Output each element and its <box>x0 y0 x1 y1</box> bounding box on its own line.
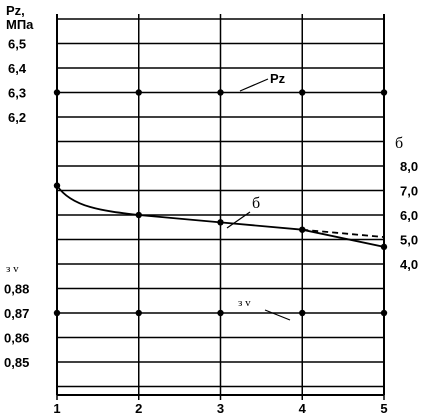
b-axis-title: б <box>395 135 403 152</box>
x-tick-label: 5 <box>380 401 387 416</box>
b-series-label: б <box>252 195 260 212</box>
b-data-point <box>53 182 61 189</box>
eta-data-point <box>135 309 142 317</box>
eta-tick-label: 0,85 <box>4 355 29 370</box>
x-tick-label: 1 <box>53 401 60 416</box>
b-curve <box>56 185 385 248</box>
pz-tick-label: 6,2 <box>8 110 26 125</box>
b-tick-label: 8,0 <box>400 159 418 174</box>
pz-data-point <box>380 89 388 96</box>
b-dashed-curve <box>302 228 385 238</box>
pz-tick-label: 6,4 <box>8 61 27 76</box>
eta-axis-title: з v <box>6 263 19 275</box>
pz-data-point <box>217 89 224 96</box>
x-tick-label: 2 <box>135 401 142 416</box>
pz-leader-line <box>239 78 269 92</box>
pz-tick-label: 6,5 <box>8 37 26 52</box>
b-leader-line <box>226 211 251 229</box>
eta-data-point <box>53 309 61 317</box>
eta-tick-label: 0,86 <box>4 331 29 346</box>
eta-tick-label: 0,88 <box>4 282 29 297</box>
b-data-point <box>217 219 224 226</box>
pz-series-label: Pz <box>270 71 286 86</box>
grid-lines <box>56 14 385 400</box>
eta-data-point <box>217 309 224 317</box>
b-tick-label: 5,0 <box>400 233 418 248</box>
pz-data-point <box>299 89 306 96</box>
b-tick-label: 6,0 <box>400 208 418 223</box>
eta-leader-line <box>264 309 291 321</box>
b-tick-label: 4,0 <box>400 257 418 272</box>
eta-data-point <box>299 309 306 317</box>
x-tick-label: 4 <box>299 401 307 416</box>
eta-series-label: з v <box>238 297 251 309</box>
b-data-point <box>380 243 388 251</box>
b-data-point <box>299 226 306 233</box>
b-tick-label: 7,0 <box>400 184 418 199</box>
pz-tick-label: 6,3 <box>8 86 26 101</box>
eta-tick-label: 0,87 <box>4 306 29 321</box>
pz-data-point <box>135 89 142 96</box>
x-tick-label: 3 <box>217 401 224 416</box>
labels: Pz, МПа б з v Pz б з v 1 2 3 4 5 6,5 6,4 6,3 6,2… <box>4 3 418 416</box>
eta-data-point <box>380 309 388 317</box>
pz-axis-title-1: Pz, <box>6 3 25 18</box>
data-points <box>53 89 388 317</box>
pz-data-point <box>53 89 61 96</box>
pz-axis-title-2: МПа <box>6 17 34 32</box>
curves <box>56 78 385 321</box>
b-data-point <box>135 211 142 219</box>
